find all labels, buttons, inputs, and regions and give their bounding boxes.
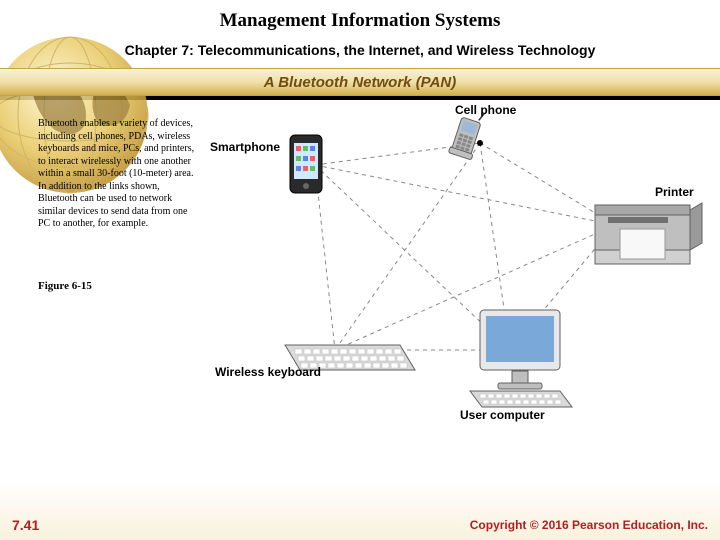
subtitle-bar: A Bluetooth Network (PAN) (0, 68, 720, 96)
label-printer: Printer (655, 185, 694, 199)
copyright-text: Copyright © 2016 Pearson Education, Inc. (470, 518, 708, 532)
slide-content: Bluetooth enables a variety of devices, … (0, 100, 720, 500)
computer-icon (470, 310, 572, 407)
page-number: 7.41 (12, 517, 39, 533)
bluetooth-diagram: Smartphone Cell phone Printer Wireless k… (200, 105, 710, 425)
chapter-line: Chapter 7: Telecommunications, the Inter… (0, 42, 720, 58)
figure-label: Figure 6-15 (38, 280, 92, 292)
body-paragraph: Bluetooth enables a variety of devices, … (38, 118, 196, 231)
smartphone-icon (290, 135, 322, 193)
printer-icon (595, 203, 702, 264)
label-smartphone: Smartphone (210, 140, 280, 154)
slide-header: Management Information Systems Chapter 7… (0, 0, 720, 96)
label-cellphone: Cell phone (455, 103, 516, 117)
label-keyboard: Wireless keyboard (215, 365, 321, 379)
slide-subtitle: A Bluetooth Network (PAN) (264, 74, 457, 91)
slide-footer: 7.41 Copyright © 2016 Pearson Education,… (0, 510, 720, 540)
label-computer: User computer (460, 408, 545, 422)
main-title: Management Information Systems (0, 10, 720, 32)
